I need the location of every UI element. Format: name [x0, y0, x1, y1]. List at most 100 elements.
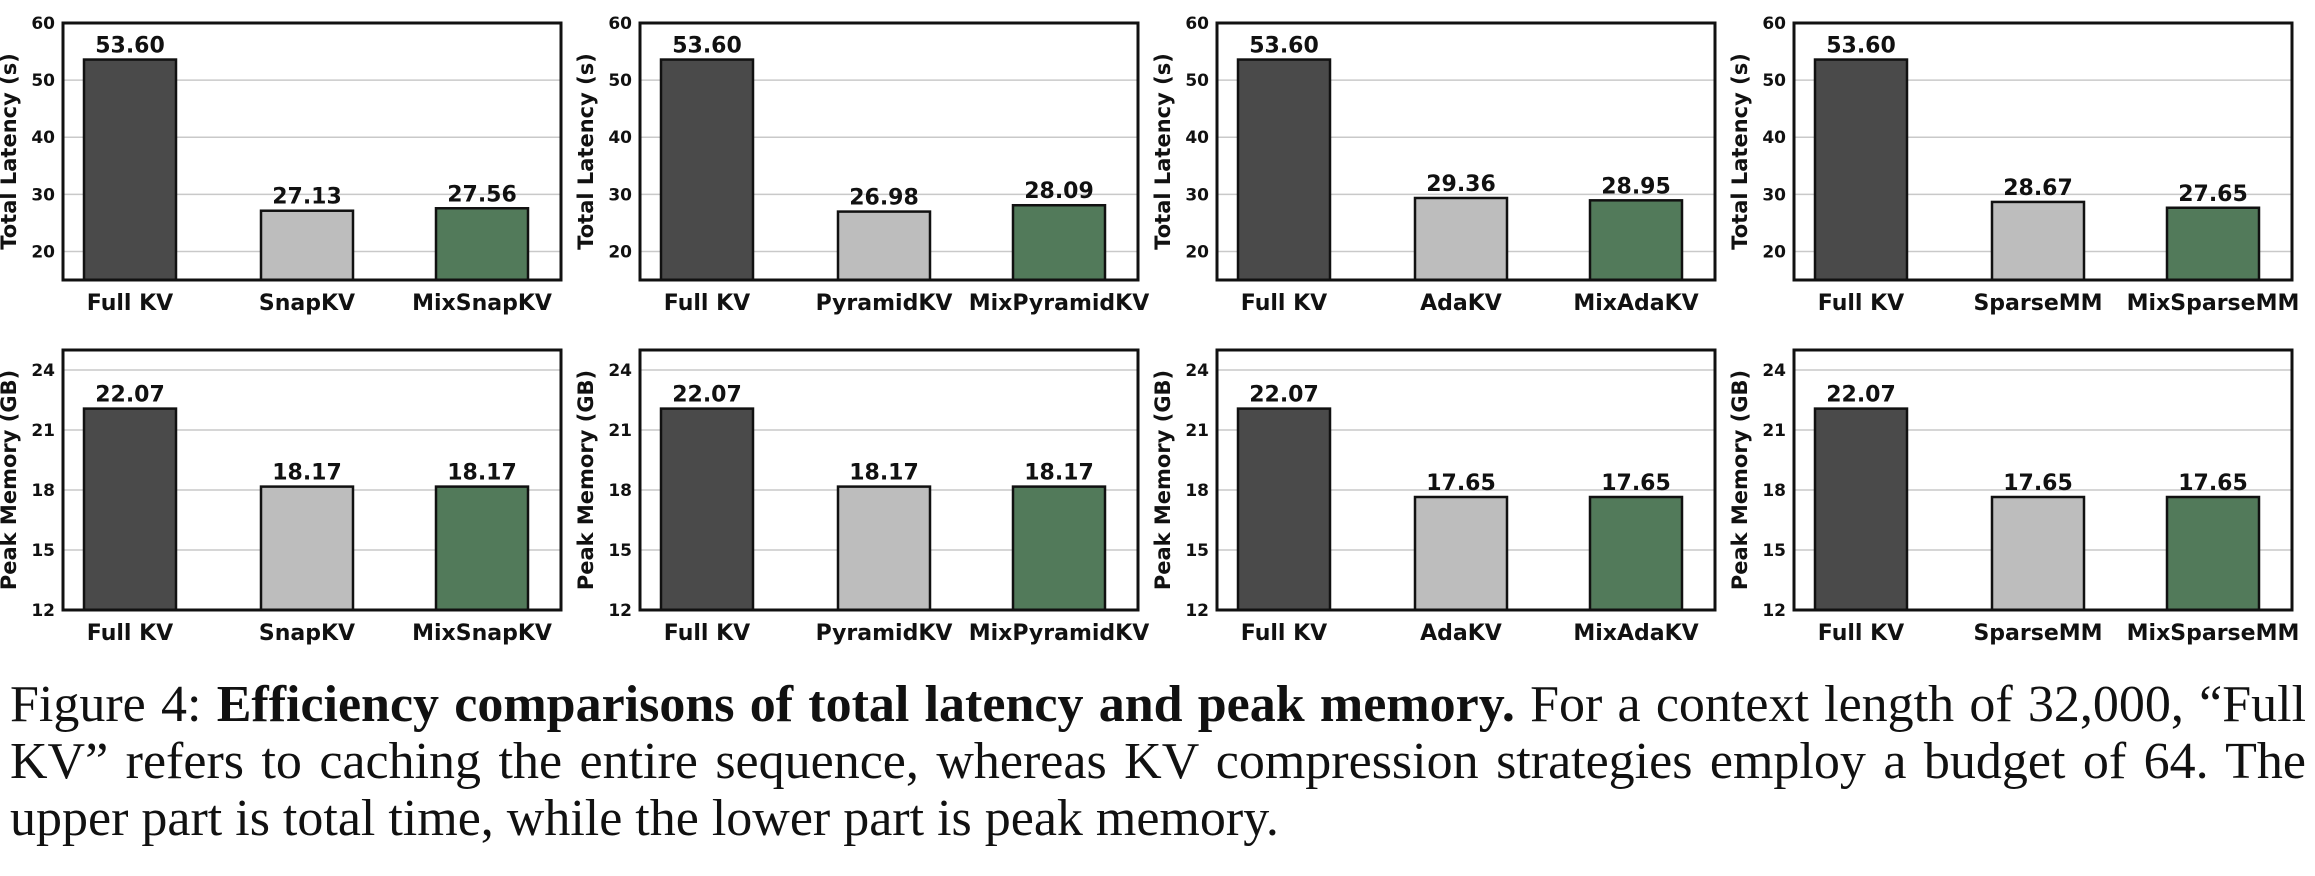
chart-6-bar-3 [1011, 485, 1107, 612]
chart-6-category-label-1: Full KV [664, 621, 750, 646]
chart-6-category-label-2: PyramidKV [816, 621, 953, 646]
chart-5-tick-label: 21 [31, 421, 55, 441]
chart-2-category-label-3: MixPyramidKV [969, 291, 1149, 316]
chart-6-value-label-3: 18.17 [1024, 461, 1094, 486]
chart-2-bar-3 [1011, 203, 1107, 282]
chart-4-bar-3 [2165, 206, 2261, 282]
chart-2-bar-2 [836, 210, 932, 282]
chart-2-ylabel: Total Latency (s) [574, 53, 598, 250]
chart-6-value-label-1: 22.07 [672, 383, 742, 408]
chart-7-category-label-2: AdaKV [1420, 621, 1502, 646]
chart-6-tick-label: 15 [608, 541, 632, 561]
chart-4-tick-label: 40 [1762, 128, 1786, 148]
chart-3-frame [1215, 21, 1717, 282]
chart-2-bar-1 [659, 58, 755, 282]
chart-7-ylabel: Peak Memory (GB) [1151, 370, 1175, 590]
chart-6-tick-label: 18 [608, 481, 632, 501]
chart-1-bar-2 [259, 209, 355, 282]
chart-4-tick-label: 30 [1762, 185, 1786, 205]
chart-5-category-label-1: Full KV [87, 621, 173, 646]
chart-1-tick-label: 20 [31, 242, 55, 262]
caption-text: For a context length of 32,000, “Full KV… [10, 676, 2307, 847]
chart-3-tick-label: 60 [1185, 14, 1209, 34]
chart-5-value-label-3: 18.17 [447, 461, 517, 486]
chart-8-tick-label: 15 [1762, 541, 1786, 561]
chart-6-bar-2 [836, 485, 932, 612]
chart-4-category-label-2: SparseMM [1973, 291, 2102, 316]
chart-1-ylabel: Total Latency (s) [0, 53, 21, 250]
chart-5-bar-1 [82, 407, 178, 612]
chart-5-value-label-2: 18.17 [272, 461, 342, 486]
chart-4-bar-2 [1990, 200, 2086, 282]
chart-6-frame [638, 348, 1140, 612]
chart-2-value-label-3: 28.09 [1024, 179, 1094, 204]
chart-8-bar-2 [1990, 495, 2086, 612]
chart-1-category-label-1: Full KV [87, 291, 173, 316]
chart-2-tick-label: 20 [608, 242, 632, 262]
chart-2-category-label-2: PyramidKV [816, 291, 953, 316]
chart-2-value-label-1: 53.60 [672, 34, 742, 59]
chart-4-tick-label: 20 [1762, 242, 1786, 262]
chart-3-category-label-2: AdaKV [1420, 291, 1502, 316]
chart-8-tick-label: 12 [1762, 601, 1786, 621]
chart-8-bar-3 [2165, 495, 2261, 612]
chart-7-tick-label: 18 [1185, 481, 1209, 501]
chart-8-category-label-3: MixSparseMM [2127, 621, 2300, 646]
chart-1-category-label-3: MixSnapKV [412, 291, 552, 316]
chart-1-bar-1 [82, 58, 178, 282]
chart-7-bar-3 [1588, 495, 1684, 612]
chart-8-frame [1792, 348, 2294, 612]
chart-2-tick-label: 60 [608, 14, 632, 34]
chart-1-category-label-2: SnapKV [259, 291, 355, 316]
chart-5-frame [61, 348, 563, 612]
chart-7-value-label-2: 17.65 [1426, 471, 1496, 496]
chart-2-tick-label: 30 [608, 185, 632, 205]
chart-7-tick-label: 15 [1185, 541, 1209, 561]
chart-1-bar-3 [434, 207, 530, 282]
chart-3-bar-1 [1236, 58, 1332, 282]
chart-4-frame [1792, 21, 2294, 282]
chart-3-value-label-3: 28.95 [1601, 174, 1671, 199]
chart-8-value-label-2: 17.65 [2003, 471, 2073, 496]
chart-4-category-label-3: MixSparseMM [2127, 291, 2300, 316]
chart-4-tick-label: 50 [1762, 71, 1786, 91]
chart-7-frame [1215, 348, 1717, 612]
chart-6-value-label-2: 18.17 [849, 461, 919, 486]
chart-7-value-label-3: 17.65 [1601, 471, 1671, 496]
chart-5-tick-label: 15 [31, 541, 55, 561]
chart-5-bar-3 [434, 485, 530, 612]
chart-1-tick-label: 60 [31, 14, 55, 34]
chart-7-tick-label: 24 [1185, 361, 1209, 381]
chart-8-tick-label: 21 [1762, 421, 1786, 441]
chart-2-tick-label: 40 [608, 128, 632, 148]
chart-2-value-label-2: 26.98 [849, 186, 919, 211]
chart-3-ylabel: Total Latency (s) [1151, 53, 1175, 250]
chart-8-value-label-1: 22.07 [1826, 383, 1896, 408]
chart-2-category-label-1: Full KV [664, 291, 750, 316]
chart-4-category-label-1: Full KV [1818, 291, 1904, 316]
chart-1-frame [61, 21, 563, 282]
chart-4-tick-label: 60 [1762, 14, 1786, 34]
chart-8-bar-1 [1813, 407, 1909, 612]
chart-5-category-label-2: SnapKV [259, 621, 355, 646]
chart-7-category-label-1: Full KV [1241, 621, 1327, 646]
chart-3-tick-label: 30 [1185, 185, 1209, 205]
chart-5-ylabel: Peak Memory (GB) [0, 370, 21, 590]
chart-1-tick-label: 30 [31, 185, 55, 205]
chart-6-tick-label: 24 [608, 361, 632, 381]
chart-3-bar-2 [1413, 196, 1509, 282]
chart-5-tick-label: 18 [31, 481, 55, 501]
chart-1-tick-label: 50 [31, 71, 55, 91]
chart-2-frame [638, 21, 1140, 282]
chart-4-bar-1 [1813, 58, 1909, 282]
chart-5-tick-label: 24 [31, 361, 55, 381]
chart-6-bar-1 [659, 407, 755, 612]
chart-6-category-label-3: MixPyramidKV [969, 621, 1149, 646]
caption-bold: Efficiency comparisons of total latency … [216, 676, 1515, 733]
chart-4-value-label-2: 28.67 [2003, 176, 2073, 201]
chart-5-bar-2 [259, 485, 355, 612]
chart-4-ylabel: Total Latency (s) [1728, 53, 1752, 250]
chart-4-value-label-1: 53.60 [1826, 34, 1896, 59]
chart-7-tick-label: 21 [1185, 421, 1209, 441]
chart-8-ylabel: Peak Memory (GB) [1728, 370, 1752, 590]
